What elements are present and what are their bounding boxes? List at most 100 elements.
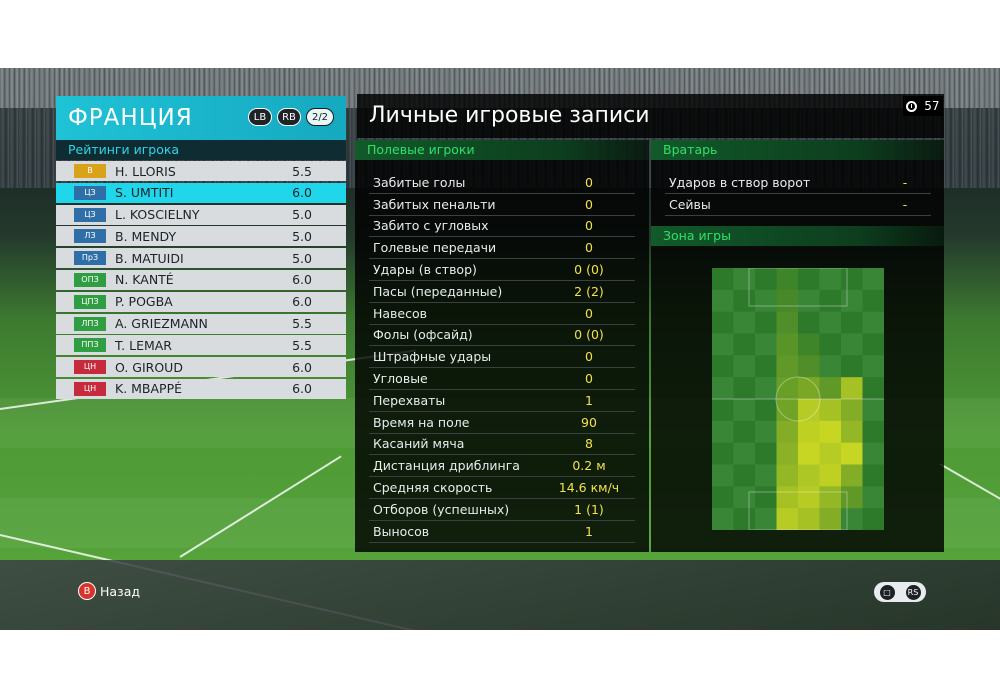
player-row[interactable]: В H. LLORIS 5.5	[56, 161, 346, 181]
player-row[interactable]: ОПЗ N. KANTÉ 6.0	[56, 269, 346, 290]
heatmap-cell	[776, 311, 799, 334]
heatmap-cell	[776, 377, 799, 400]
player-row[interactable]: ЛПЗ A. GRIEZMANN 5.5	[56, 313, 346, 334]
heatmap-cell	[862, 355, 884, 378]
pitch-line	[939, 463, 1000, 500]
stat-value: 1	[585, 523, 593, 539]
stat-row: Навесов 0	[369, 303, 635, 325]
player-rating: 5.5	[292, 337, 312, 353]
gk-stat-value: -	[902, 196, 908, 212]
player-row[interactable]: ЦПЗ P. POGBA 6.0	[56, 291, 346, 312]
heatmap-cell	[841, 377, 863, 400]
stat-label: Удары (в створ)	[373, 262, 477, 278]
player-name: B. MATUIDI	[115, 250, 184, 266]
footer-icons[interactable]: □ RS	[874, 582, 926, 602]
back-label: Назад	[100, 583, 141, 599]
team-name: ФРАНЦИЯ	[68, 105, 193, 131]
heatmap-cell	[798, 289, 820, 313]
player-list: В H. LLORIS 5.5 ЦЗ S. UMTITI 6.0 ЦЗ L. KOSCIELN…	[56, 161, 346, 401]
match-clock: 57	[903, 96, 943, 116]
stat-value: 2 (2)	[574, 283, 604, 299]
player-rating: 6.0	[292, 381, 312, 397]
stat-value: 0.2 м	[572, 458, 606, 474]
lb-button[interactable]: LB	[248, 108, 272, 126]
heatmap-cell	[819, 442, 842, 465]
heatmap-cell	[733, 399, 756, 422]
heatmap-cell	[712, 442, 734, 465]
stat-value: 0 (0)	[574, 262, 604, 278]
rb-button[interactable]: RB	[277, 108, 301, 126]
player-name: A. GRIEZMANN	[115, 316, 208, 332]
player-row[interactable]: ЦН K. MBAPPÉ 6.0	[56, 378, 346, 399]
page-indicator: 2/2	[306, 108, 334, 126]
heatmap-cell	[755, 289, 777, 313]
goalkeeper-stats-list: Ударов в створ ворот - Сейвы -	[651, 172, 944, 216]
stat-row: Штрафные удары 0	[369, 346, 635, 369]
heatmap-cell	[755, 442, 777, 465]
heatmap-cell	[776, 464, 799, 487]
heatmap-cell	[862, 311, 884, 334]
stat-label: Забитых пенальти	[373, 196, 496, 212]
heatmap-cell	[733, 442, 756, 465]
heatmap-cell	[819, 420, 842, 444]
player-rating: 5.5	[292, 163, 312, 179]
heatmap-cell	[712, 486, 734, 509]
stat-label: Голевые передачи	[373, 240, 497, 256]
stat-value: 0 (0)	[574, 327, 604, 343]
heatmap-cell	[733, 486, 756, 509]
stat-value: 0	[585, 218, 593, 234]
player-row[interactable]: ЦН O. GIROUD 6.0	[56, 357, 346, 378]
position-badge: ПрЗ	[74, 251, 106, 266]
stat-label: Забитые голы	[373, 174, 466, 190]
position-badge: ЛПЗ	[74, 316, 106, 331]
field-players-panel: Полевые игроки Забитые голы 0 Забитых пена…	[355, 140, 649, 552]
field-players-header: Полевые игроки	[355, 140, 649, 160]
heatmap-cell	[862, 486, 884, 509]
stat-row: Фолы (офсайд) 0 (0)	[369, 325, 635, 347]
player-row[interactable]: ЦЗ L. KOSCIELNY 5.0	[56, 204, 346, 225]
heatmap-cell	[819, 464, 842, 487]
heatmap-cell	[841, 333, 863, 356]
player-name: T. LEMAR	[115, 337, 172, 353]
heatmap-cell	[819, 268, 842, 291]
heatmap-cell	[755, 399, 777, 422]
heatmap-cell	[798, 464, 820, 487]
heatmap-cell	[862, 333, 884, 356]
ad-boards	[0, 560, 1000, 630]
gk-stat-label: Ударов в створ ворот	[669, 174, 811, 190]
heatmap-cell	[862, 399, 884, 422]
position-badge: ЦН	[74, 360, 106, 375]
heatmap-cell	[733, 377, 756, 400]
player-name: O. GIROUD	[115, 359, 183, 375]
player-row[interactable]: ЛЗ B. MENDY 5.0	[56, 226, 346, 247]
heatmap-cell	[862, 420, 884, 444]
stat-row: Забитых пенальти 0	[369, 194, 635, 216]
stat-label: Время на поле	[373, 414, 470, 430]
chat-icon[interactable]: □	[879, 584, 895, 600]
heatmap-cell	[819, 377, 842, 400]
player-row[interactable]: ППЗ T. LEMAR 5.5	[56, 335, 346, 356]
player-rating: 6.0	[292, 359, 312, 375]
heatmap-cell	[798, 268, 820, 291]
stat-value: 90	[581, 414, 597, 430]
pitch-marking	[748, 491, 848, 530]
stat-row: Перехваты 1	[369, 390, 635, 412]
b-button-icon: B	[78, 582, 96, 600]
stat-label: Перехваты	[373, 392, 446, 408]
gk-stat-row: Сейвы -	[665, 194, 931, 216]
heatmap-cell	[733, 355, 756, 378]
heatmap-cell	[776, 399, 799, 422]
heatmap-cell	[798, 486, 820, 509]
stat-value: 0	[585, 174, 593, 190]
heatmap-cell	[755, 486, 777, 509]
heatmap-cell	[776, 268, 799, 291]
heatmap-cell	[841, 311, 863, 334]
heatmap-cell	[862, 464, 884, 487]
gk-stat-value: -	[902, 174, 908, 190]
player-rating: 5.5	[292, 316, 312, 332]
heatmap-cell	[712, 399, 734, 422]
rs-stick-icon[interactable]: RS	[905, 584, 921, 600]
player-row[interactable]: ЦЗ S. UMTITI 6.0	[56, 182, 346, 203]
back-button[interactable]: B Назад	[78, 582, 140, 600]
player-row[interactable]: ПрЗ B. MATUIDI 5.0	[56, 248, 346, 269]
